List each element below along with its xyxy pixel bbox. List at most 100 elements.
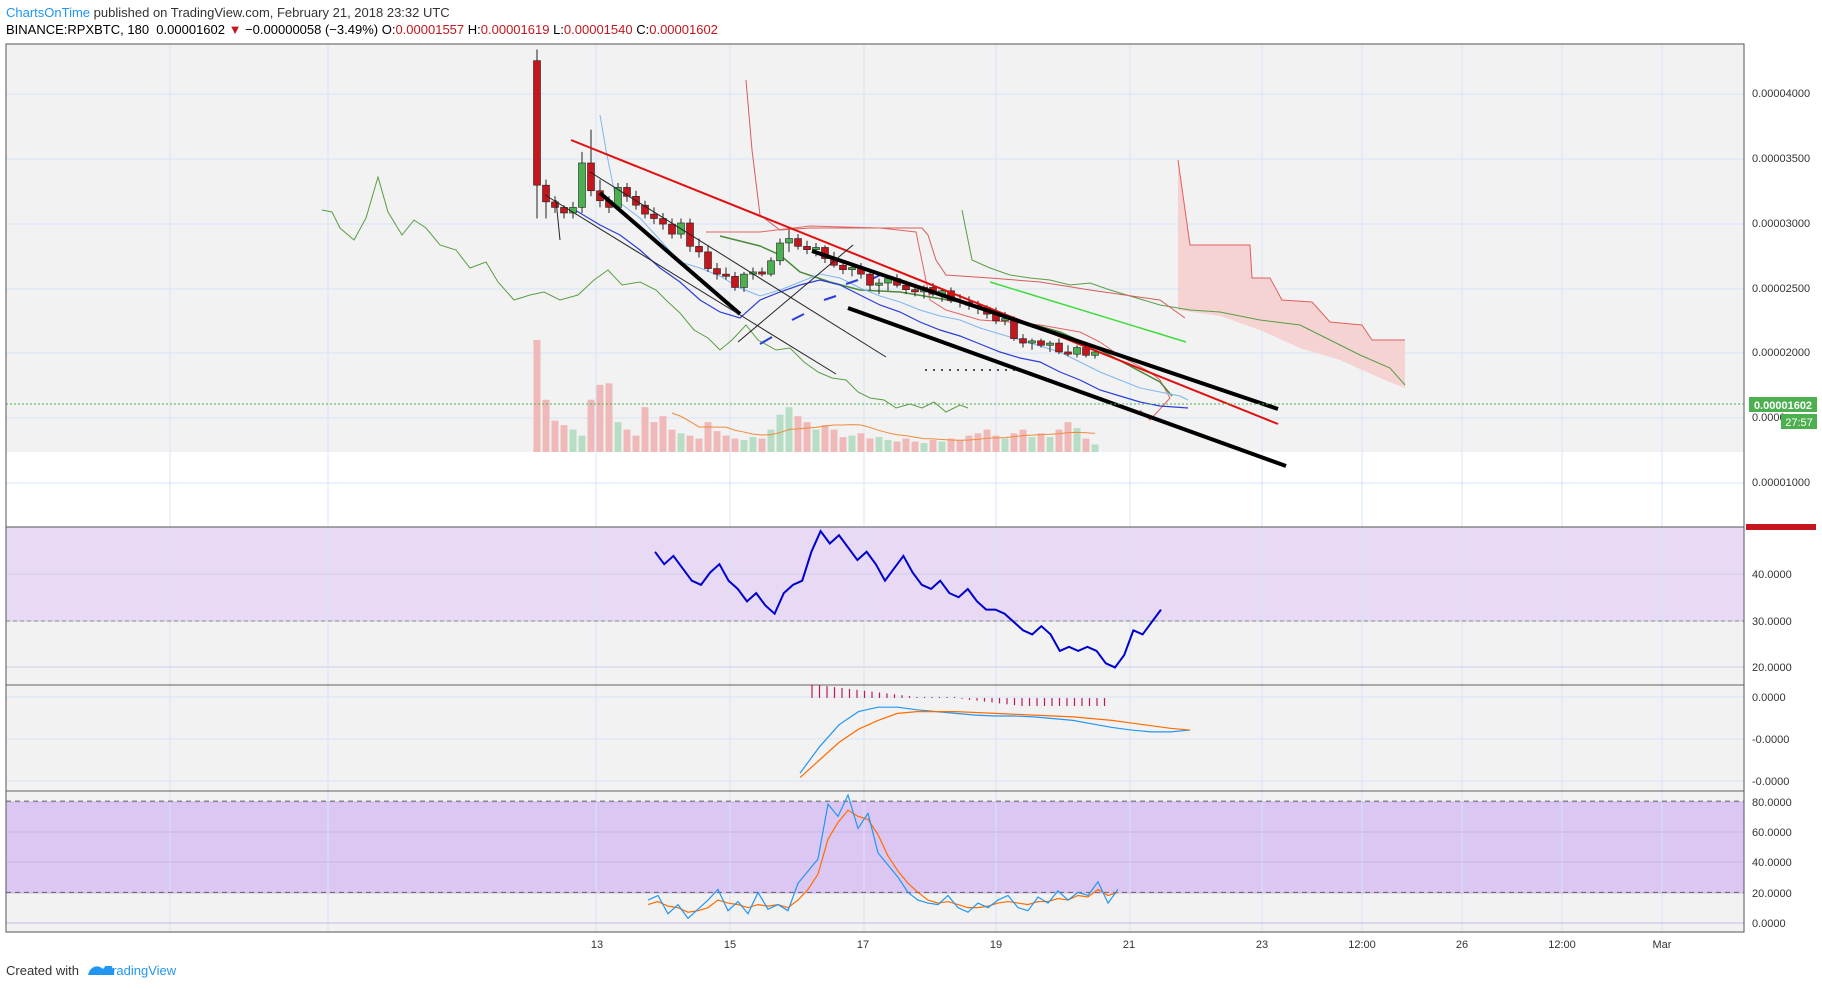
volume-bar (1046, 437, 1054, 452)
volume-bar (659, 416, 667, 452)
price-tick-label: 0.00001000 (1752, 477, 1810, 489)
price-tick-label: 0.00004000 (1752, 88, 1810, 100)
volume-bar (857, 433, 865, 452)
volume-bar (1091, 444, 1099, 452)
volume-bar (776, 414, 784, 452)
trendline-black-upper (811, 249, 1279, 411)
candle-body (650, 213, 658, 219)
stoch-tick-label: 60.0000 (1752, 827, 1792, 839)
open-value: 0.00001557 (395, 22, 465, 37)
time-tick-label: 13 (591, 939, 603, 951)
candle-body (722, 273, 730, 277)
publisher-link[interactable]: ChartsOnTime (6, 5, 91, 20)
time-tick-label: 26 (1456, 939, 1468, 951)
macd-line (799, 706, 1191, 774)
dash-seg (823, 295, 837, 301)
macd-tick-label: -0.0000 (1752, 734, 1789, 746)
channel-line-c (737, 244, 854, 343)
volume-bar (830, 429, 838, 452)
candle-body (560, 207, 568, 214)
symbol-label: BINANCE:RPXBTC, 180 (6, 22, 150, 37)
rsi-tick-label: 40.0000 (1752, 569, 1792, 581)
candle-body (713, 268, 721, 275)
candle-body (839, 264, 847, 270)
rsi-layer (654, 529, 1162, 669)
volume-bar (902, 438, 910, 452)
candle-body (1064, 351, 1072, 355)
close-value: 0.00001602 (649, 22, 718, 37)
time-tick-label: 15 (724, 939, 736, 951)
candle-body (767, 260, 775, 275)
stoch-zone (6, 802, 1744, 893)
candle-body (695, 246, 703, 253)
macd-pane[interactable] (6, 686, 1744, 790)
volume-bar (812, 429, 820, 452)
tick-mark (555, 199, 561, 241)
candle-body (866, 273, 874, 286)
volume-bar (821, 425, 829, 452)
volume-bar (929, 440, 937, 452)
volume-bar (794, 416, 802, 452)
dot (989, 369, 991, 371)
footer: Created with TradingView (6, 963, 176, 978)
high-label: H: (467, 22, 481, 37)
candle-body (911, 289, 919, 293)
ohlc-legend: BINANCE:RPXBTC, 180 0.00001602 ▼ −0.0000… (6, 22, 718, 37)
volume-bar (1064, 422, 1072, 452)
signal-line (799, 710, 1191, 779)
macd-tick-label: 0.0000 (1752, 692, 1786, 704)
volume-bar (587, 399, 595, 452)
volume-bar (938, 441, 946, 452)
dot (981, 369, 983, 371)
last-value: 0.00001602 (156, 22, 225, 37)
stoch-tick-label: 20.0000 (1752, 888, 1792, 900)
volume-bar (893, 441, 901, 452)
close-label: C: (636, 22, 650, 37)
volume-bar (983, 429, 991, 452)
dot (1005, 369, 1007, 371)
kijun-line (745, 79, 1186, 319)
volume-bar (731, 438, 739, 452)
low-label: L: (553, 22, 564, 37)
volume-bar (1019, 429, 1027, 452)
volume-bar (605, 383, 613, 452)
candle-body (623, 187, 631, 197)
dash-seg (791, 313, 805, 321)
volume-bar (974, 433, 982, 452)
countdown-text: 27:57 (1785, 417, 1813, 429)
ema-blue (574, 209, 1189, 409)
volume-bar (749, 437, 757, 452)
volume-ma (671, 412, 1096, 441)
volume-bar (1010, 433, 1018, 452)
candle-body (1019, 338, 1027, 344)
stoch-tick-label: 0.0000 (1752, 918, 1786, 930)
footer-brand-link[interactable]: TradingView (104, 963, 177, 978)
time-tick-label: 17 (857, 939, 869, 951)
volume-bar (578, 435, 586, 452)
volume-bar (1082, 438, 1090, 452)
volume-bar (767, 429, 775, 452)
candle-body (785, 238, 793, 244)
price-tick-label: 0.00003500 (1752, 153, 1810, 165)
channel-line-a (544, 194, 837, 375)
volume-bar (947, 438, 955, 452)
volume-bar (551, 420, 559, 452)
candle-body (704, 251, 712, 269)
dot (933, 369, 935, 371)
price-pane[interactable] (6, 44, 1744, 452)
stoch-d-line (647, 809, 1119, 913)
candle-body (848, 267, 856, 270)
price-tick-label: 0.00002500 (1752, 283, 1810, 295)
time-tick-label: 12:00 (1348, 939, 1376, 951)
candle-body (794, 238, 802, 247)
trendline-black-short (598, 191, 742, 316)
published-text: published on TradingView.com, February 2… (93, 5, 450, 20)
stoch-layer (647, 793, 1119, 920)
rsi-tick-label: 20.0000 (1752, 662, 1792, 674)
last-price-badge (1749, 397, 1817, 412)
stoch-k-line (647, 793, 1119, 920)
volume-bar (1037, 433, 1045, 452)
pane-borders (5, 43, 1745, 933)
volume-bar (965, 435, 973, 452)
